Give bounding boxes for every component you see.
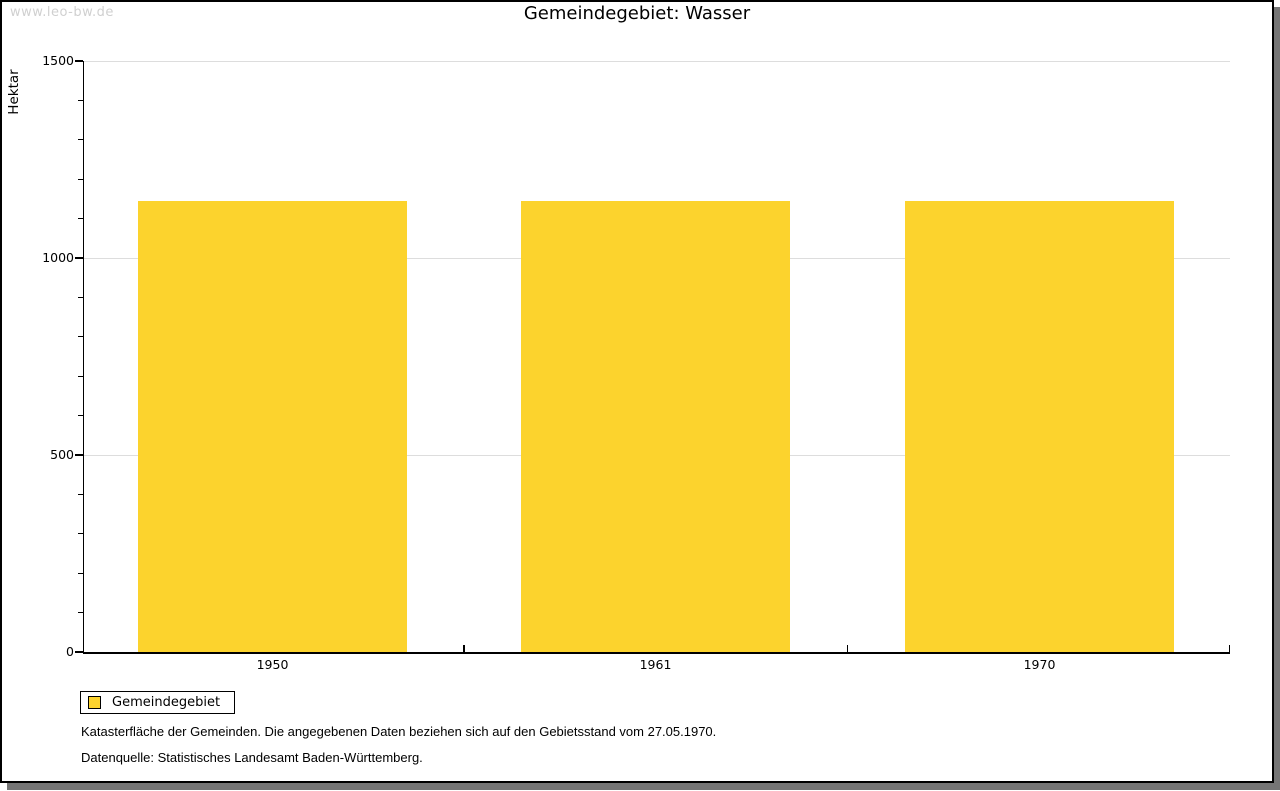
x-end-tick — [1228, 645, 1230, 652]
y-tick-label: 1000 — [42, 250, 74, 265]
y-major-tick — [75, 651, 83, 653]
x-axis-line — [82, 652, 1230, 654]
y-minor-tick — [78, 296, 83, 298]
chart-title: Gemeindegebiet: Wasser — [523, 3, 751, 24]
legend-label: Gemeindegebiet — [112, 695, 221, 710]
legend-swatch-icon — [88, 696, 101, 709]
x-tick-label: 1950 — [256, 657, 289, 672]
x-tick-label: 1970 — [1023, 657, 1056, 672]
source-note: Datenquelle: Statistisches Landesamt Bad… — [81, 750, 423, 765]
y-tick-label: 1500 — [42, 53, 74, 68]
y-minor-tick — [78, 218, 83, 220]
gridline — [84, 60, 1230, 62]
x-divider-tick — [846, 645, 849, 652]
y-minor-tick — [78, 572, 83, 574]
y-minor-tick — [78, 99, 83, 101]
y-minor-tick — [78, 336, 83, 338]
y-axis-title: Hektar — [6, 69, 22, 115]
y-major-tick — [75, 257, 83, 259]
footnote-text: Katasterfläche der Gemeinden. Die angege… — [81, 724, 717, 739]
y-minor-tick — [78, 493, 83, 495]
bar — [521, 200, 790, 652]
x-divider-tick — [463, 645, 465, 652]
y-tick-label: 0 — [66, 644, 74, 659]
y-minor-tick — [78, 612, 83, 614]
y-tick-label: 500 — [50, 447, 74, 462]
bar — [138, 200, 407, 652]
y-major-tick — [75, 60, 83, 62]
y-minor-tick — [78, 178, 83, 180]
watermark-text: www.leo-bw.de — [10, 5, 114, 20]
y-major-tick — [75, 454, 83, 456]
y-minor-tick — [78, 139, 83, 141]
x-tick-label: 1961 — [639, 657, 672, 672]
y-axis-line — [82, 61, 84, 654]
y-minor-tick — [78, 533, 83, 535]
y-minor-tick — [78, 375, 83, 377]
legend: Gemeindegebiet — [80, 691, 235, 714]
bar — [905, 200, 1174, 652]
y-minor-tick — [78, 415, 83, 417]
